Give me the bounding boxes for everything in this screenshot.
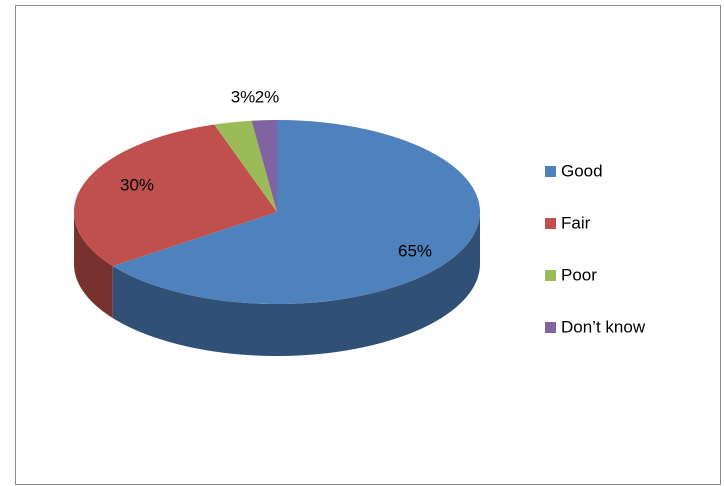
- slice: [214, 120, 277, 212]
- legend-swatch: [545, 270, 556, 281]
- slice-side: [112, 212, 481, 356]
- legend-swatch: [545, 166, 556, 177]
- legend-swatch: [545, 218, 556, 229]
- slice: [73, 124, 277, 267]
- slice: [251, 120, 277, 212]
- legend-label: Fair: [561, 213, 591, 232]
- data-label: 3%: [231, 87, 256, 106]
- legend-label: Poor: [561, 265, 597, 284]
- legend-label: Don’t know: [561, 317, 646, 336]
- data-label: 2%: [255, 87, 280, 106]
- data-label: 65%: [398, 241, 432, 260]
- data-label: 30%: [120, 175, 154, 194]
- legend-label: Good: [561, 161, 603, 180]
- slice: [112, 120, 481, 304]
- slice-side: [74, 212, 113, 319]
- legend-swatch: [545, 322, 556, 333]
